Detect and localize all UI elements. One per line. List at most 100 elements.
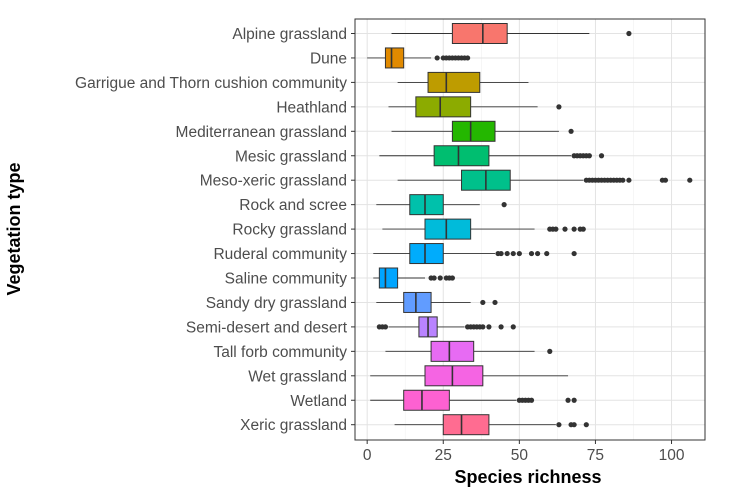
outlier-point xyxy=(598,153,605,159)
outlier-point xyxy=(544,250,550,257)
y-category-label: Xeric grassland xyxy=(240,417,347,434)
outlier-point xyxy=(449,275,455,281)
box-group xyxy=(397,169,693,191)
y-category-label: Meso-xeric grassland xyxy=(200,173,347,190)
outlier-point xyxy=(434,55,440,61)
outlier-point xyxy=(498,250,504,257)
box-iqr xyxy=(433,145,490,167)
outlier-point xyxy=(571,397,577,403)
box-iqr xyxy=(451,120,496,142)
outlier-point xyxy=(492,299,498,306)
box-group xyxy=(376,316,516,338)
box-group xyxy=(385,340,553,362)
box-iqr xyxy=(430,340,475,362)
y-axis-title: Vegetation type xyxy=(4,162,24,295)
box-group xyxy=(388,96,562,118)
outlier-point xyxy=(562,226,568,232)
x-axis-title: Species richness xyxy=(454,467,601,487)
box-group xyxy=(376,291,498,313)
box-group xyxy=(382,218,586,240)
outlier-point xyxy=(556,422,562,428)
outlier-point xyxy=(528,397,535,403)
y-category-label: Tall forb community xyxy=(213,344,347,361)
outlier-point xyxy=(571,250,577,257)
outlier-point xyxy=(687,177,693,183)
y-category-label: Semi-desert and desert xyxy=(186,319,348,336)
y-category-label: Mesic grassland xyxy=(235,148,347,165)
outlier-point xyxy=(528,250,535,257)
y-category-label: Sandy dry grassland xyxy=(206,295,347,312)
outlier-point xyxy=(580,226,586,232)
box-group xyxy=(394,414,589,436)
outlier-point xyxy=(586,153,592,159)
box-group xyxy=(373,267,455,289)
box-group xyxy=(391,23,632,44)
outlier-point xyxy=(553,226,559,232)
outlier-point xyxy=(480,299,486,306)
box-iqr xyxy=(427,71,481,93)
box-iqr xyxy=(415,96,472,118)
x-tick-labels: 0 25 50 75 100 xyxy=(363,440,685,464)
x-tick-label: 25 xyxy=(435,447,452,464)
outlier-point xyxy=(662,177,669,183)
outlier-point xyxy=(504,250,510,257)
box-iqr xyxy=(378,267,399,289)
outlier-point xyxy=(626,30,632,37)
box-iqr xyxy=(403,291,432,313)
box-iqr xyxy=(384,47,405,69)
outlier-point xyxy=(571,226,577,232)
y-category-label: Wetland xyxy=(290,393,347,410)
outlier-point xyxy=(565,397,571,403)
box-iqr xyxy=(424,365,484,387)
outlier-point xyxy=(568,128,574,134)
y-category-label: Saline community xyxy=(225,271,348,288)
box-iqr xyxy=(442,414,490,436)
y-category-label: Mediterranean grassland xyxy=(176,124,347,141)
box-group xyxy=(376,194,507,216)
outlier-point xyxy=(510,250,516,257)
outlier-point xyxy=(626,177,632,183)
outlier-point xyxy=(535,250,541,257)
outlier-point xyxy=(382,324,389,330)
outlier-point xyxy=(431,275,437,281)
outlier-point xyxy=(465,55,471,61)
box-layer xyxy=(367,23,693,436)
outlier-point xyxy=(583,422,589,428)
box-group xyxy=(379,145,605,167)
x-tick-label: 75 xyxy=(587,447,604,464)
y-category-label: Ruderal community xyxy=(213,246,347,263)
outlier-point xyxy=(437,275,443,281)
y-category-label: Rocky grassland xyxy=(232,222,347,239)
box-group xyxy=(373,243,577,265)
y-category-label: Garrigue and Thorn cushion community xyxy=(75,75,347,92)
category-labels: Alpine grassland Dune Garrigue and Thorn c… xyxy=(75,26,355,434)
outlier-point xyxy=(501,202,507,208)
box-group xyxy=(397,71,529,93)
box-group xyxy=(370,365,569,387)
box-iqr xyxy=(424,218,472,240)
x-tick-label: 100 xyxy=(659,447,685,464)
outlier-point xyxy=(510,324,516,330)
box-iqr xyxy=(409,243,444,265)
outlier-point xyxy=(516,250,522,257)
y-category-label: Heathland xyxy=(276,99,347,116)
outlier-point xyxy=(571,422,577,428)
x-tick-label: 50 xyxy=(511,447,529,464)
outlier-point xyxy=(486,324,492,330)
box-group xyxy=(391,120,574,142)
box-iqr xyxy=(403,389,450,411)
outlier-point xyxy=(556,104,562,110)
y-category-label: Wet grassland xyxy=(248,368,347,385)
box-group xyxy=(367,47,471,69)
outlier-point xyxy=(480,324,486,330)
box-iqr xyxy=(409,194,444,216)
y-category-label: Rock and scree xyxy=(239,197,347,214)
y-category-label: Dune xyxy=(310,50,347,67)
outlier-point xyxy=(547,348,553,354)
outlier-point xyxy=(620,177,626,183)
box-group xyxy=(370,389,577,411)
y-category-label: Alpine grassland xyxy=(232,26,347,43)
x-tick-label: 0 xyxy=(363,447,372,464)
